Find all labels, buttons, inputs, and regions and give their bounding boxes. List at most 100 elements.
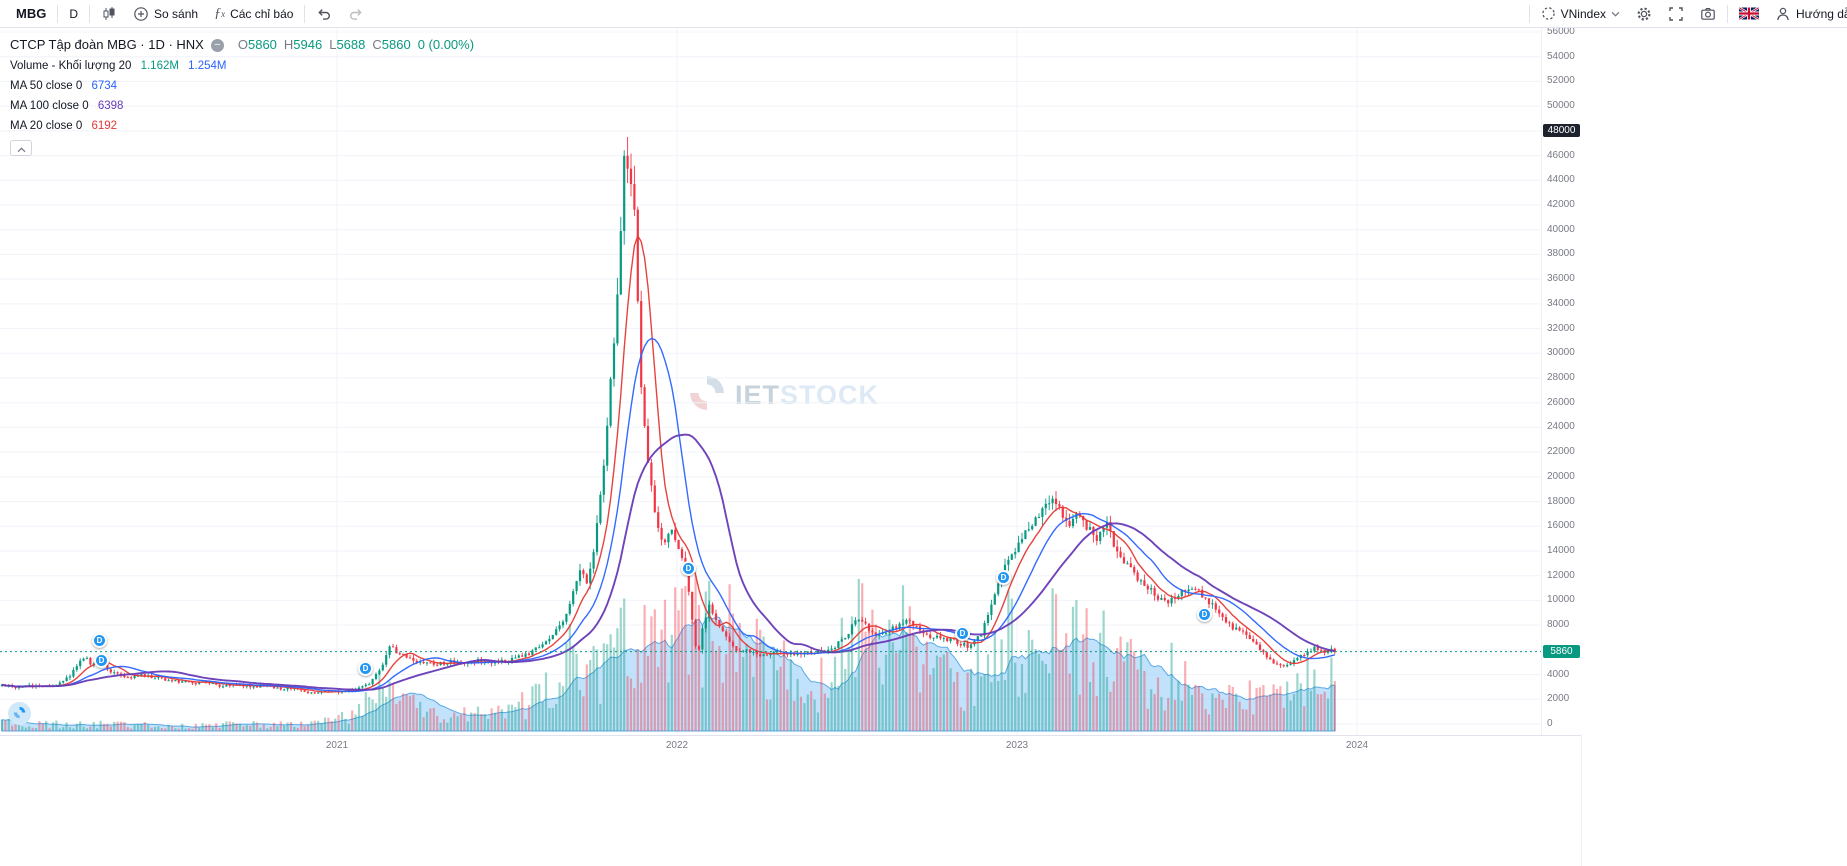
price-axis-label: 42000 — [1547, 199, 1575, 210]
overlay-circle-icon — [1541, 6, 1556, 21]
last-price-label: 5860 — [1543, 644, 1580, 658]
low-value: 5688 — [336, 37, 366, 52]
vietstock-logo-button[interactable] — [8, 702, 31, 725]
toolbar-divider — [1528, 4, 1530, 23]
price-axis[interactable]: 0200040006000800010000120001400016000180… — [1541, 26, 1582, 735]
settings-button[interactable] — [1628, 2, 1660, 26]
price-axis-label: 50000 — [1547, 100, 1575, 112]
price-axis-label: 20000 — [1547, 470, 1575, 482]
price-axis-label: 54000 — [1547, 50, 1575, 62]
index-overlay-selector[interactable]: VNindex — [1533, 2, 1628, 26]
right-empty-panel — [1581, 28, 1847, 866]
price-axis-label: 22000 — [1547, 446, 1575, 458]
symbol-search-button[interactable]: MBG — [8, 2, 54, 26]
time-axis-label: 2024 — [1345, 740, 1369, 751]
ma20-value: 6192 — [91, 120, 118, 132]
change-value: 0 (0.00%) — [417, 37, 475, 52]
price-axis-label: 56000 — [1547, 26, 1575, 37]
ma100-value: 6398 — [97, 100, 124, 112]
indicators-button[interactable]: ƒx Các chỉ báo — [206, 2, 301, 26]
ma50-value: 6734 — [91, 80, 118, 92]
volume-ma-value: 1.254M — [188, 60, 227, 72]
toolbar-divider — [57, 4, 59, 23]
time-axis-label: 2021 — [325, 740, 349, 751]
redo-icon — [348, 6, 364, 22]
compare-button[interactable]: So sánh — [125, 2, 206, 26]
open-label: O — [237, 37, 248, 52]
fullscreen-button[interactable] — [1660, 2, 1692, 26]
chart-pane[interactable]: IETSTOCK CTCP Tập đoàn MBG · 1D · HNX – … — [0, 26, 1582, 866]
vietstock-logo-icon — [13, 706, 26, 722]
ma100-label: MA 100 close 0 — [10, 100, 89, 112]
guide-button[interactable]: Hướng dẫn — [1767, 2, 1847, 26]
dividend-marker[interactable]: D — [1197, 607, 1212, 622]
price-axis-label: 0 — [1547, 718, 1553, 729]
close-value: 5860 — [381, 37, 411, 52]
time-axis[interactable]: 2021 2022 2023 2024 — [0, 735, 1581, 758]
volume-legend-row[interactable]: Volume - Khối lượng 20 1.162M 1.254M — [10, 56, 474, 76]
price-axis-label: 36000 — [1547, 273, 1575, 285]
toolbar-divider — [1727, 4, 1728, 23]
close-label: C — [372, 37, 382, 52]
high-value: 5946 — [293, 37, 323, 52]
price-axis-label: 40000 — [1547, 223, 1575, 235]
price-axis-label: 14000 — [1547, 545, 1575, 556]
price-axis-label: 34000 — [1547, 297, 1575, 309]
ma20-legend-row[interactable]: MA 20 close 0 6192 — [10, 116, 474, 136]
open-value: 5860 — [247, 37, 277, 52]
compare-label: So sánh — [154, 6, 199, 21]
camera-icon — [1700, 6, 1716, 22]
price-axis-label: 16000 — [1547, 520, 1575, 532]
legend-collapse-button[interactable] — [10, 140, 32, 156]
dividend-marker[interactable]: D — [681, 561, 696, 576]
interval-button[interactable]: D — [61, 2, 86, 26]
watermark-text-primary: IET — [735, 380, 781, 410]
dividend-marker[interactable]: D — [996, 570, 1011, 585]
price-axis-label: 28000 — [1547, 372, 1575, 383]
toolbar-divider — [89, 4, 91, 23]
gear-icon — [1636, 6, 1652, 22]
price-axis-label: 12000 — [1547, 569, 1575, 581]
hide-series-button[interactable]: – — [210, 38, 224, 52]
price-axis-label: 8000 — [1547, 619, 1570, 631]
dividend-marker[interactable]: D — [955, 626, 970, 641]
time-axis-label: 2023 — [1005, 740, 1029, 751]
person-icon — [1775, 6, 1791, 22]
top-toolbar: MBG D So sánh ƒx Các chỉ báo — [0, 0, 1847, 28]
chart-type-button[interactable] — [93, 2, 125, 26]
price-axis-label: 44000 — [1547, 174, 1575, 186]
price-axis-label: 46000 — [1547, 149, 1575, 161]
redo-button[interactable] — [340, 2, 372, 26]
chevron-up-icon — [17, 141, 26, 156]
undo-button[interactable] — [308, 2, 340, 26]
vietstock-watermark: IETSTOCK — [688, 374, 879, 417]
symbol-legend-row[interactable]: CTCP Tập đoàn MBG · 1D · HNX – O 5860 H 59… — [10, 34, 474, 56]
language-button[interactable] — [1731, 2, 1767, 26]
dividend-marker[interactable]: D — [92, 633, 107, 648]
price-axis-label: 32000 — [1547, 322, 1575, 334]
dividend-marker[interactable]: D — [94, 653, 109, 668]
ma100-legend-row[interactable]: MA 100 close 0 6398 — [10, 96, 474, 116]
volume-value: 1.162M — [140, 60, 179, 72]
guide-label: Hướng dẫn — [1796, 6, 1847, 21]
uk-flag-icon — [1739, 7, 1759, 20]
fx-icon: ƒx — [214, 5, 226, 21]
high-label: H — [283, 37, 294, 52]
watermark-text-secondary: STOCK — [780, 380, 880, 410]
dividend-marker[interactable]: D — [358, 661, 373, 676]
price-axis-label: 2000 — [1547, 693, 1570, 705]
ma20-label: MA 20 close 0 — [10, 120, 83, 132]
highlight-price-label: 48000 — [1543, 123, 1580, 137]
undo-icon — [316, 6, 332, 22]
price-axis-label: 38000 — [1547, 248, 1575, 260]
ma50-legend-row[interactable]: MA 50 close 0 6734 — [10, 76, 474, 96]
screenshot-button[interactable] — [1692, 2, 1724, 26]
chart-legend: CTCP Tập đoàn MBG · 1D · HNX – O 5860 H 59… — [10, 34, 474, 136]
price-axis-label: 24000 — [1547, 421, 1575, 433]
price-axis-label: 30000 — [1547, 347, 1575, 359]
price-axis-label: 4000 — [1547, 668, 1570, 680]
index-selector-label: VNindex — [1560, 6, 1606, 21]
volume-label: Volume - Khối lượng 20 — [10, 60, 132, 72]
price-axis-label: 18000 — [1547, 495, 1575, 507]
price-axis-label: 52000 — [1547, 75, 1575, 87]
